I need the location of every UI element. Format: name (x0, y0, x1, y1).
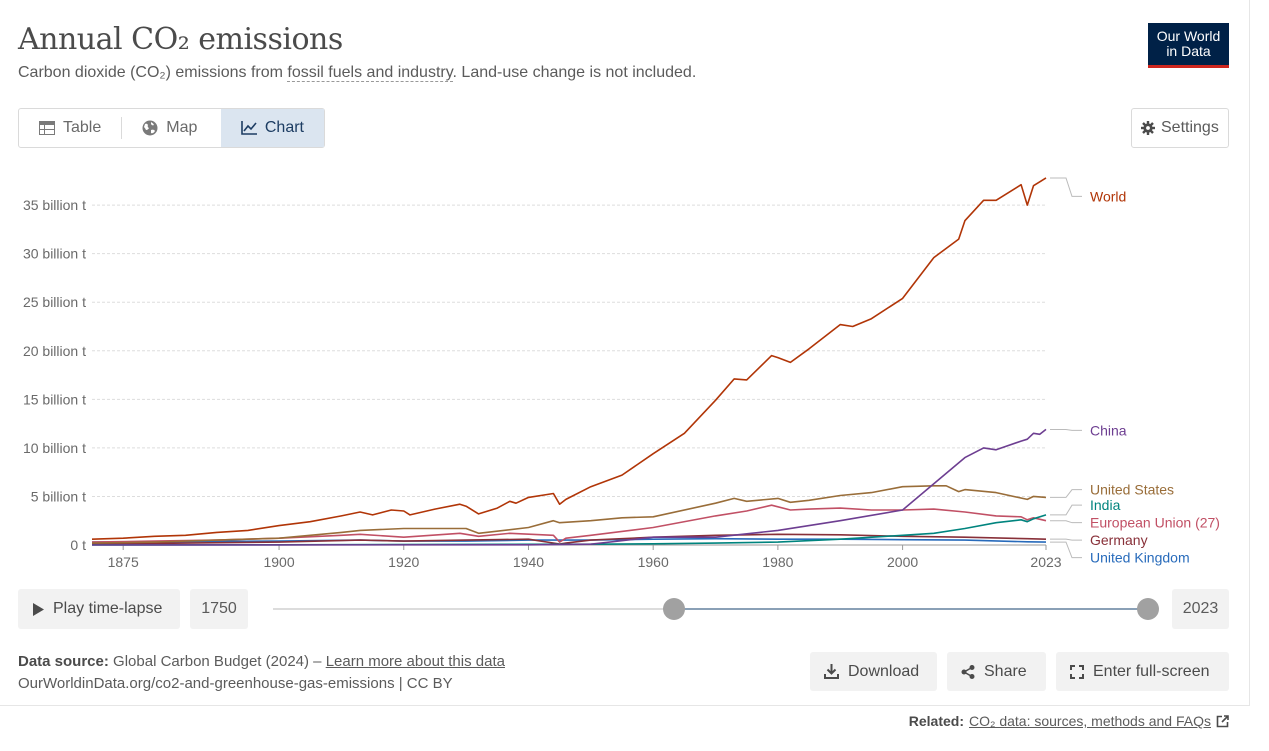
line-chart: 0 t 5 billion t 10 billion t 15 billion t 20… (23, 177, 1220, 570)
y-tick-label: 5 billion t (31, 488, 86, 504)
gear-icon (1141, 121, 1155, 135)
x-tick-label: 2000 (887, 554, 918, 570)
tab-map[interactable]: Map (122, 109, 217, 147)
data-source: Data source: Global Carbon Budget (2024)… (18, 651, 505, 695)
related-links: Related: CO₂ data: sources, methods and … (909, 713, 1229, 729)
share-icon (961, 664, 975, 679)
timeline-track[interactable] (273, 608, 1148, 610)
end-year-box[interactable]: 2023 (1172, 589, 1229, 629)
series-line-china (91, 428, 1047, 546)
label-connector-india (1050, 504, 1082, 516)
source-text: Global Carbon Budget (2024) – (108, 653, 326, 670)
y-tick-label: 20 billion t (23, 343, 86, 359)
settings-button[interactable]: Settings (1131, 108, 1229, 148)
y-tick-label: 25 billion t (23, 294, 86, 310)
timeline-selected-range (673, 608, 1148, 610)
fullscreen-label: Enter full-screen (1093, 662, 1210, 680)
start-year-box[interactable]: 1750 (190, 589, 248, 629)
x-tick-label: 1960 (638, 554, 669, 570)
fullscreen-button[interactable]: Enter full-screen (1056, 652, 1229, 691)
y-tick-label: 0 t (70, 537, 86, 553)
x-tick-label: 1920 (388, 554, 419, 570)
source-line: Data source: Global Carbon Budget (2024)… (18, 651, 505, 673)
chart-subtitle: Carbon dioxide (CO₂) emissions from foss… (18, 64, 696, 82)
learn-more-link[interactable]: Learn more about this data (325, 653, 505, 670)
series-label-china: China (1090, 422, 1127, 438)
subtitle-text-pre: Carbon dioxide (CO₂) emissions from (18, 64, 288, 81)
timeline-controls: Play time-lapse 1750 2023 (18, 589, 1229, 629)
x-tick-label: 1875 (108, 554, 139, 570)
chart-title: Annual CO₂ emissions (18, 22, 343, 57)
x-tick-label: 1980 (762, 554, 793, 570)
series-label-european-union-27: European Union (27) (1090, 515, 1220, 531)
download-button[interactable]: Download (810, 652, 937, 691)
share-button[interactable]: Share (947, 652, 1046, 691)
series-label-germany: Germany (1090, 532, 1148, 548)
line-chart-icon (241, 121, 257, 135)
co2-faq-link[interactable]: CO₂ data: sources, methods and FAQs (969, 713, 1211, 729)
related-label: Related: (908, 713, 964, 729)
label-connector-china (1050, 428, 1082, 431)
series-label-india: India (1090, 497, 1121, 513)
view-tabs: Table Map Chart (18, 108, 325, 148)
source-label: Data source: (18, 653, 109, 670)
y-tick-label: 10 billion t (23, 440, 86, 456)
label-connector-european-union-27 (1050, 520, 1082, 524)
play-icon (33, 602, 44, 616)
logo-line-2: in Data (1166, 43, 1211, 59)
y-tick-label: 15 billion t (23, 391, 86, 407)
external-link-icon (1216, 714, 1229, 727)
label-connector-germany (1050, 538, 1082, 541)
play-timelapse-button[interactable]: Play time-lapse (18, 589, 180, 629)
series-line-united-states (91, 484, 1047, 544)
tab-table-label: Table (63, 119, 102, 136)
series-line-india (91, 514, 1047, 546)
settings-label: Settings (1161, 119, 1219, 136)
tab-chart[interactable]: Chart (220, 109, 324, 147)
chart-frame (0, 0, 1250, 706)
timeline-start-handle[interactable] (662, 598, 685, 620)
series-line-world (91, 177, 1047, 540)
subtitle-text-post: . Land-use change is not included. (452, 64, 697, 81)
globe-icon (142, 120, 158, 136)
series-line-germany (91, 533, 1047, 545)
share-label: Share (984, 662, 1027, 680)
download-icon (824, 664, 839, 679)
play-label: Play time-lapse (53, 600, 163, 617)
series-label-united-kingdom: United Kingdom (1090, 550, 1190, 566)
x-tick-label: 1940 (513, 554, 544, 570)
tab-map-label: Map (166, 119, 198, 136)
owid-logo[interactable]: Our World in Data (1148, 23, 1229, 68)
fossil-fuels-link[interactable]: fossil fuels and industry (287, 64, 453, 82)
y-tick-label: 30 billion t (23, 246, 86, 262)
label-connector-united-states (1050, 489, 1082, 498)
x-tick-label: 2023 (1030, 554, 1061, 570)
logo-line-1: Our World (1156, 28, 1221, 44)
fullscreen-icon (1070, 664, 1084, 679)
series-label-world: World (1090, 188, 1126, 204)
label-connector-world (1050, 177, 1082, 197)
source-url: OurWorldinData.org/co2-and-greenhouse-ga… (18, 675, 453, 692)
label-connector-united-kingdom (1050, 541, 1082, 559)
tab-divider (121, 117, 123, 139)
table-icon (39, 121, 55, 135)
series-line-european-union-27 (91, 504, 1047, 543)
tab-table[interactable]: Table (19, 109, 121, 147)
download-label: Download (848, 662, 920, 680)
timeline-end-handle[interactable] (1137, 598, 1159, 620)
y-tick-label: 35 billion t (23, 197, 86, 213)
series-label-united-states: United States (1090, 482, 1174, 498)
x-tick-label: 1900 (263, 554, 294, 570)
tab-chart-label: Chart (264, 119, 304, 136)
